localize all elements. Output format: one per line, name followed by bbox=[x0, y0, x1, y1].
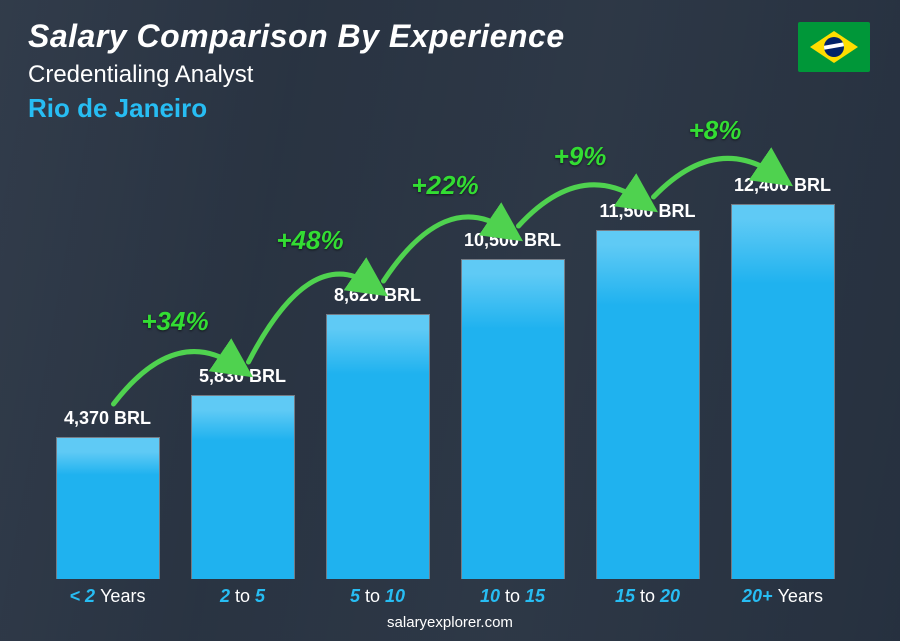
flag-circle bbox=[824, 37, 844, 57]
bar-value-label: 11,500 BRL bbox=[599, 201, 695, 222]
bar-front-face bbox=[597, 245, 699, 579]
bar-front-face bbox=[327, 329, 429, 579]
flag-band bbox=[824, 42, 844, 51]
bar-chart: 4,370 BRL 5,830 BRL 8,620 BRL 10,500 BRL 11,… bbox=[40, 139, 850, 579]
x-axis-labels: < 2 Years2 to 55 to 1010 to 1515 to 2020… bbox=[40, 586, 850, 607]
x-axis-label: 20+ Years bbox=[715, 586, 850, 607]
bar-group: 12,400 BRL bbox=[715, 175, 850, 579]
bar-group: 8,620 BRL bbox=[310, 285, 445, 579]
flag-diamond bbox=[810, 31, 858, 63]
bar bbox=[461, 259, 565, 579]
bar bbox=[326, 314, 430, 579]
x-axis-label: 2 to 5 bbox=[175, 586, 310, 607]
x-axis-label: 15 to 20 bbox=[580, 586, 715, 607]
bar-top-face bbox=[462, 260, 564, 274]
bar-front-face bbox=[732, 219, 834, 579]
bar-value-label: 5,830 BRL bbox=[199, 366, 286, 387]
bar-value-label: 8,620 BRL bbox=[334, 285, 421, 306]
bar bbox=[596, 230, 700, 579]
bar bbox=[56, 437, 160, 579]
bar-group: 5,830 BRL bbox=[175, 366, 310, 579]
chart-subtitle: Credentialing Analyst bbox=[28, 61, 565, 89]
footer-attribution: salaryexplorer.com bbox=[0, 614, 900, 631]
chart-location: Rio de Janeiro bbox=[28, 93, 565, 124]
bar-front-face bbox=[192, 410, 294, 579]
bar-value-label: 10,500 BRL bbox=[464, 230, 561, 251]
bar-top-face bbox=[192, 396, 294, 410]
x-axis-label: < 2 Years bbox=[40, 586, 175, 607]
bar-group: 11,500 BRL bbox=[580, 201, 715, 579]
x-axis-label: 5 to 10 bbox=[310, 586, 445, 607]
bar-top-face bbox=[57, 438, 159, 452]
bar-value-label: 4,370 BRL bbox=[64, 408, 151, 429]
bar-top-face bbox=[327, 315, 429, 329]
chart-title: Salary Comparison By Experience bbox=[28, 18, 565, 55]
bar-group: 4,370 BRL bbox=[40, 408, 175, 579]
bar-top-face bbox=[732, 205, 834, 219]
x-axis-label: 10 to 15 bbox=[445, 586, 580, 607]
bar bbox=[731, 204, 835, 579]
bar-group: 10,500 BRL bbox=[445, 230, 580, 579]
bar-front-face bbox=[462, 274, 564, 579]
bar-top-face bbox=[597, 231, 699, 245]
infographic-canvas: Salary Comparison By Experience Credenti… bbox=[0, 0, 900, 641]
header-block: Salary Comparison By Experience Credenti… bbox=[28, 18, 565, 124]
country-flag-icon bbox=[798, 22, 870, 72]
bar-value-label: 12,400 BRL bbox=[734, 175, 831, 196]
bar-front-face bbox=[57, 452, 159, 579]
bar bbox=[191, 395, 295, 579]
